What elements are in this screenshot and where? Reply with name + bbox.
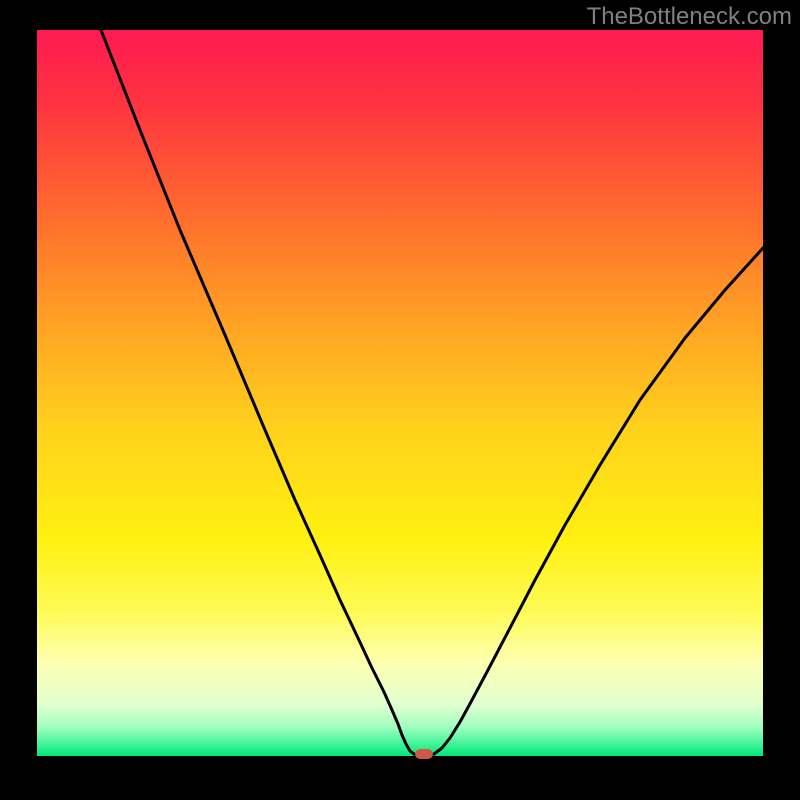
chart-container: { "canvas": { "width": 800, "height": 80… (0, 0, 800, 800)
watermark-text: TheBottleneck.com (587, 3, 792, 30)
watermark: TheBottleneck.com (587, 3, 792, 31)
minimum-marker (415, 749, 433, 759)
bottleneck-curve (0, 0, 800, 800)
